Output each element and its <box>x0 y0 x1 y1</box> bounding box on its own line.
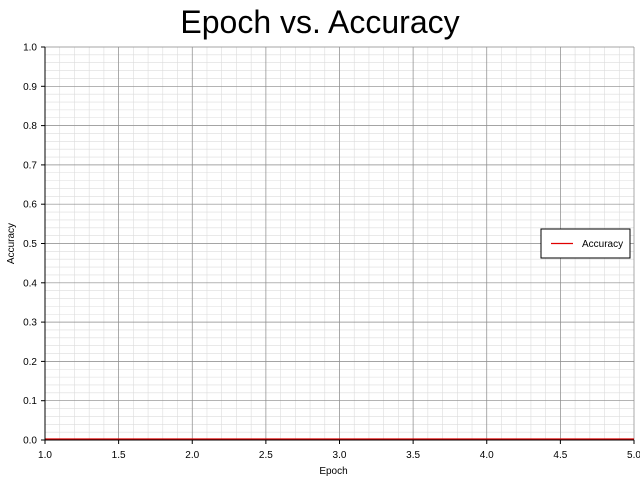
y-tick-label: 0.5 <box>23 239 37 250</box>
x-axis-label: Epoch <box>319 466 347 477</box>
y-tick-label: 0.9 <box>23 82 37 93</box>
x-tick-label: 3.5 <box>406 450 420 461</box>
y-axis-label: Accuracy <box>6 223 17 264</box>
y-tick-label: 0.2 <box>23 357 37 368</box>
y-tick-label: 0.0 <box>23 436 37 447</box>
y-tick-label: 0.8 <box>23 121 37 132</box>
x-tick-label: 4.0 <box>480 450 494 461</box>
y-axis-ticks: 0.0 0.1 0.2 0.3 0.4 0.5 0.6 0.7 0.8 0.9 1.0 <box>23 43 45 447</box>
y-tick-label: 0.6 <box>23 200 37 211</box>
x-axis-ticks: 1.0 1.5 2.0 2.5 3.0 3.5 4.0 4.5 5.0 <box>38 440 640 461</box>
chart-title: Epoch vs. Accuracy <box>180 4 460 40</box>
x-tick-label: 3.0 <box>333 450 347 461</box>
y-tick-label: 0.7 <box>23 160 37 171</box>
y-tick-label: 0.4 <box>23 278 37 289</box>
legend-label: Accuracy <box>582 239 623 250</box>
y-tick-label: 1.0 <box>23 43 37 54</box>
x-tick-label: 1.0 <box>38 450 52 461</box>
x-tick-label: 2.5 <box>259 450 273 461</box>
x-tick-label: 4.5 <box>553 450 567 461</box>
y-tick-label: 0.1 <box>23 396 37 407</box>
x-tick-label: 5.0 <box>627 450 640 461</box>
x-tick-label: 2.0 <box>185 450 199 461</box>
x-tick-label: 1.5 <box>112 450 126 461</box>
legend: Accuracy <box>540 228 631 259</box>
y-tick-label: 0.3 <box>23 318 37 329</box>
